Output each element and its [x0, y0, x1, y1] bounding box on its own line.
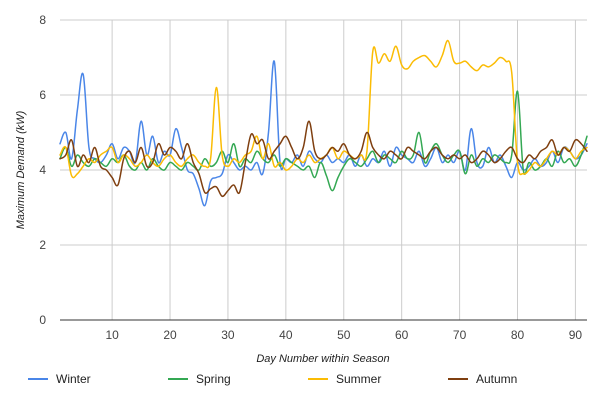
y-tick-label: 0: [39, 313, 46, 327]
x-tick-label: 20: [163, 328, 177, 342]
x-tick-label: 30: [221, 328, 235, 342]
legend-label-winter: Winter: [56, 372, 91, 386]
x-tick-label: 50: [337, 328, 351, 342]
series-line-winter: [59, 60, 588, 207]
legend: Winter Spring Summer Autumn: [28, 372, 517, 386]
y-tick-label: 4: [39, 163, 46, 177]
series-line-autumn: [59, 120, 588, 198]
x-axis-label: Day Number within Season: [256, 353, 389, 365]
x-tick-label: 80: [511, 328, 525, 342]
y-tick-label: 8: [39, 13, 46, 27]
legend-label-summer: Summer: [336, 372, 381, 386]
legend-label-autumn: Autumn: [476, 372, 517, 386]
series-layer: [59, 39, 588, 207]
x-tick-label: 60: [395, 328, 409, 342]
axis-layer: 0 2 4 6 8 10 20 30 40 50 60 70 80 90: [39, 13, 587, 342]
x-tick-label: 10: [105, 328, 119, 342]
x-tick-label: 70: [453, 328, 467, 342]
series-line-spring: [59, 90, 588, 192]
x-tick-label: 40: [279, 328, 293, 342]
y-tick-label: 6: [39, 88, 46, 102]
legend-label-spring: Spring: [196, 372, 231, 386]
x-tick-label: 90: [569, 328, 583, 342]
y-axis-label: Maximum Demand (kW): [15, 110, 27, 229]
y-tick-label: 2: [39, 238, 46, 252]
